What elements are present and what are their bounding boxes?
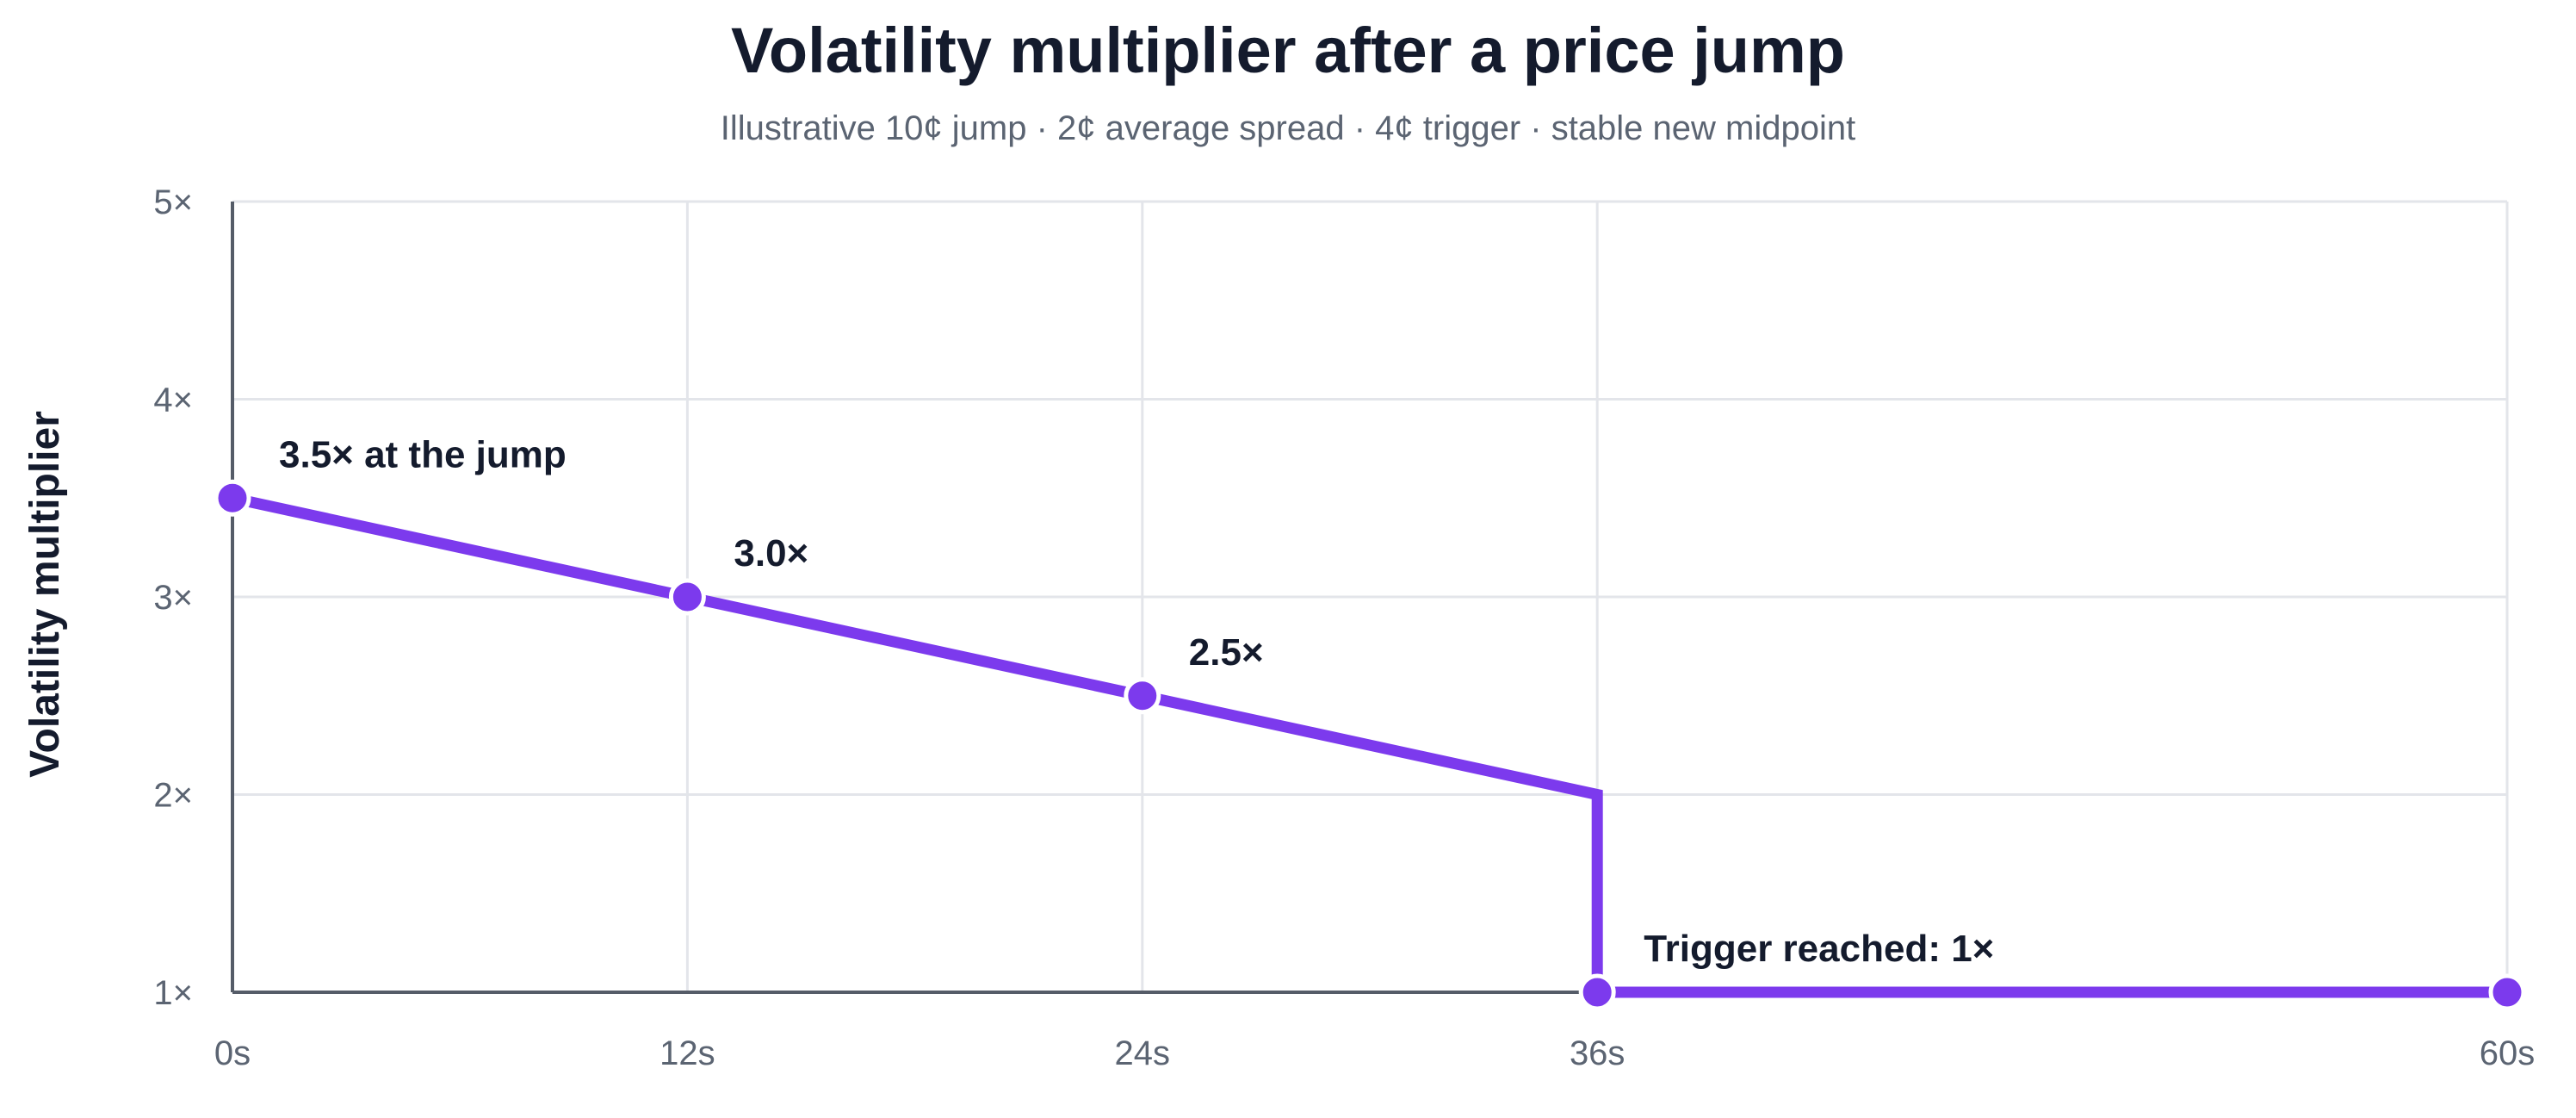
annotation-label: Trigger reached: 1× xyxy=(1644,928,1994,970)
y-tick-label: 3× xyxy=(153,579,193,617)
data-point-marker xyxy=(2488,973,2526,1011)
y-tick-label: 4× xyxy=(153,382,193,419)
x-tick-label: 12s xyxy=(659,1034,715,1072)
annotation-layer: 3.5× at the jump 3.0× 2.5× Trigger reached:… xyxy=(279,433,1994,970)
x-tick-label: 24s xyxy=(1115,1034,1171,1072)
series-layer xyxy=(214,479,2526,1011)
y-axis-label: Volatility multiplier xyxy=(22,411,68,778)
grid-layer xyxy=(232,200,2509,992)
y-tick-label: 1× xyxy=(153,974,193,1012)
data-point-marker xyxy=(668,578,706,616)
data-point-marker xyxy=(214,479,251,517)
y-tick-label: 5× xyxy=(153,183,193,221)
annotation-label: 3.5× at the jump xyxy=(279,433,567,475)
data-point-marker xyxy=(1578,973,1616,1011)
chart-title: Volatility multiplier after a price jump xyxy=(731,15,1845,86)
x-tick-label: 36s xyxy=(1570,1034,1625,1072)
tick-layer: 1× 2× 3× 4× 5× 0s 12s 24s 36s 60s xyxy=(153,183,2535,1072)
x-tick-label: 60s xyxy=(2480,1034,2536,1072)
y-tick-label: 2× xyxy=(153,777,193,815)
series-line xyxy=(231,492,2507,998)
annotation-label: 3.0× xyxy=(734,532,808,575)
data-point-marker xyxy=(1124,677,1161,715)
chart-subtitle: Illustrative 10¢ jump · 2¢ average sprea… xyxy=(721,109,1855,147)
x-tick-label: 0s xyxy=(214,1034,251,1072)
annotation-label: 2.5× xyxy=(1189,631,1264,674)
